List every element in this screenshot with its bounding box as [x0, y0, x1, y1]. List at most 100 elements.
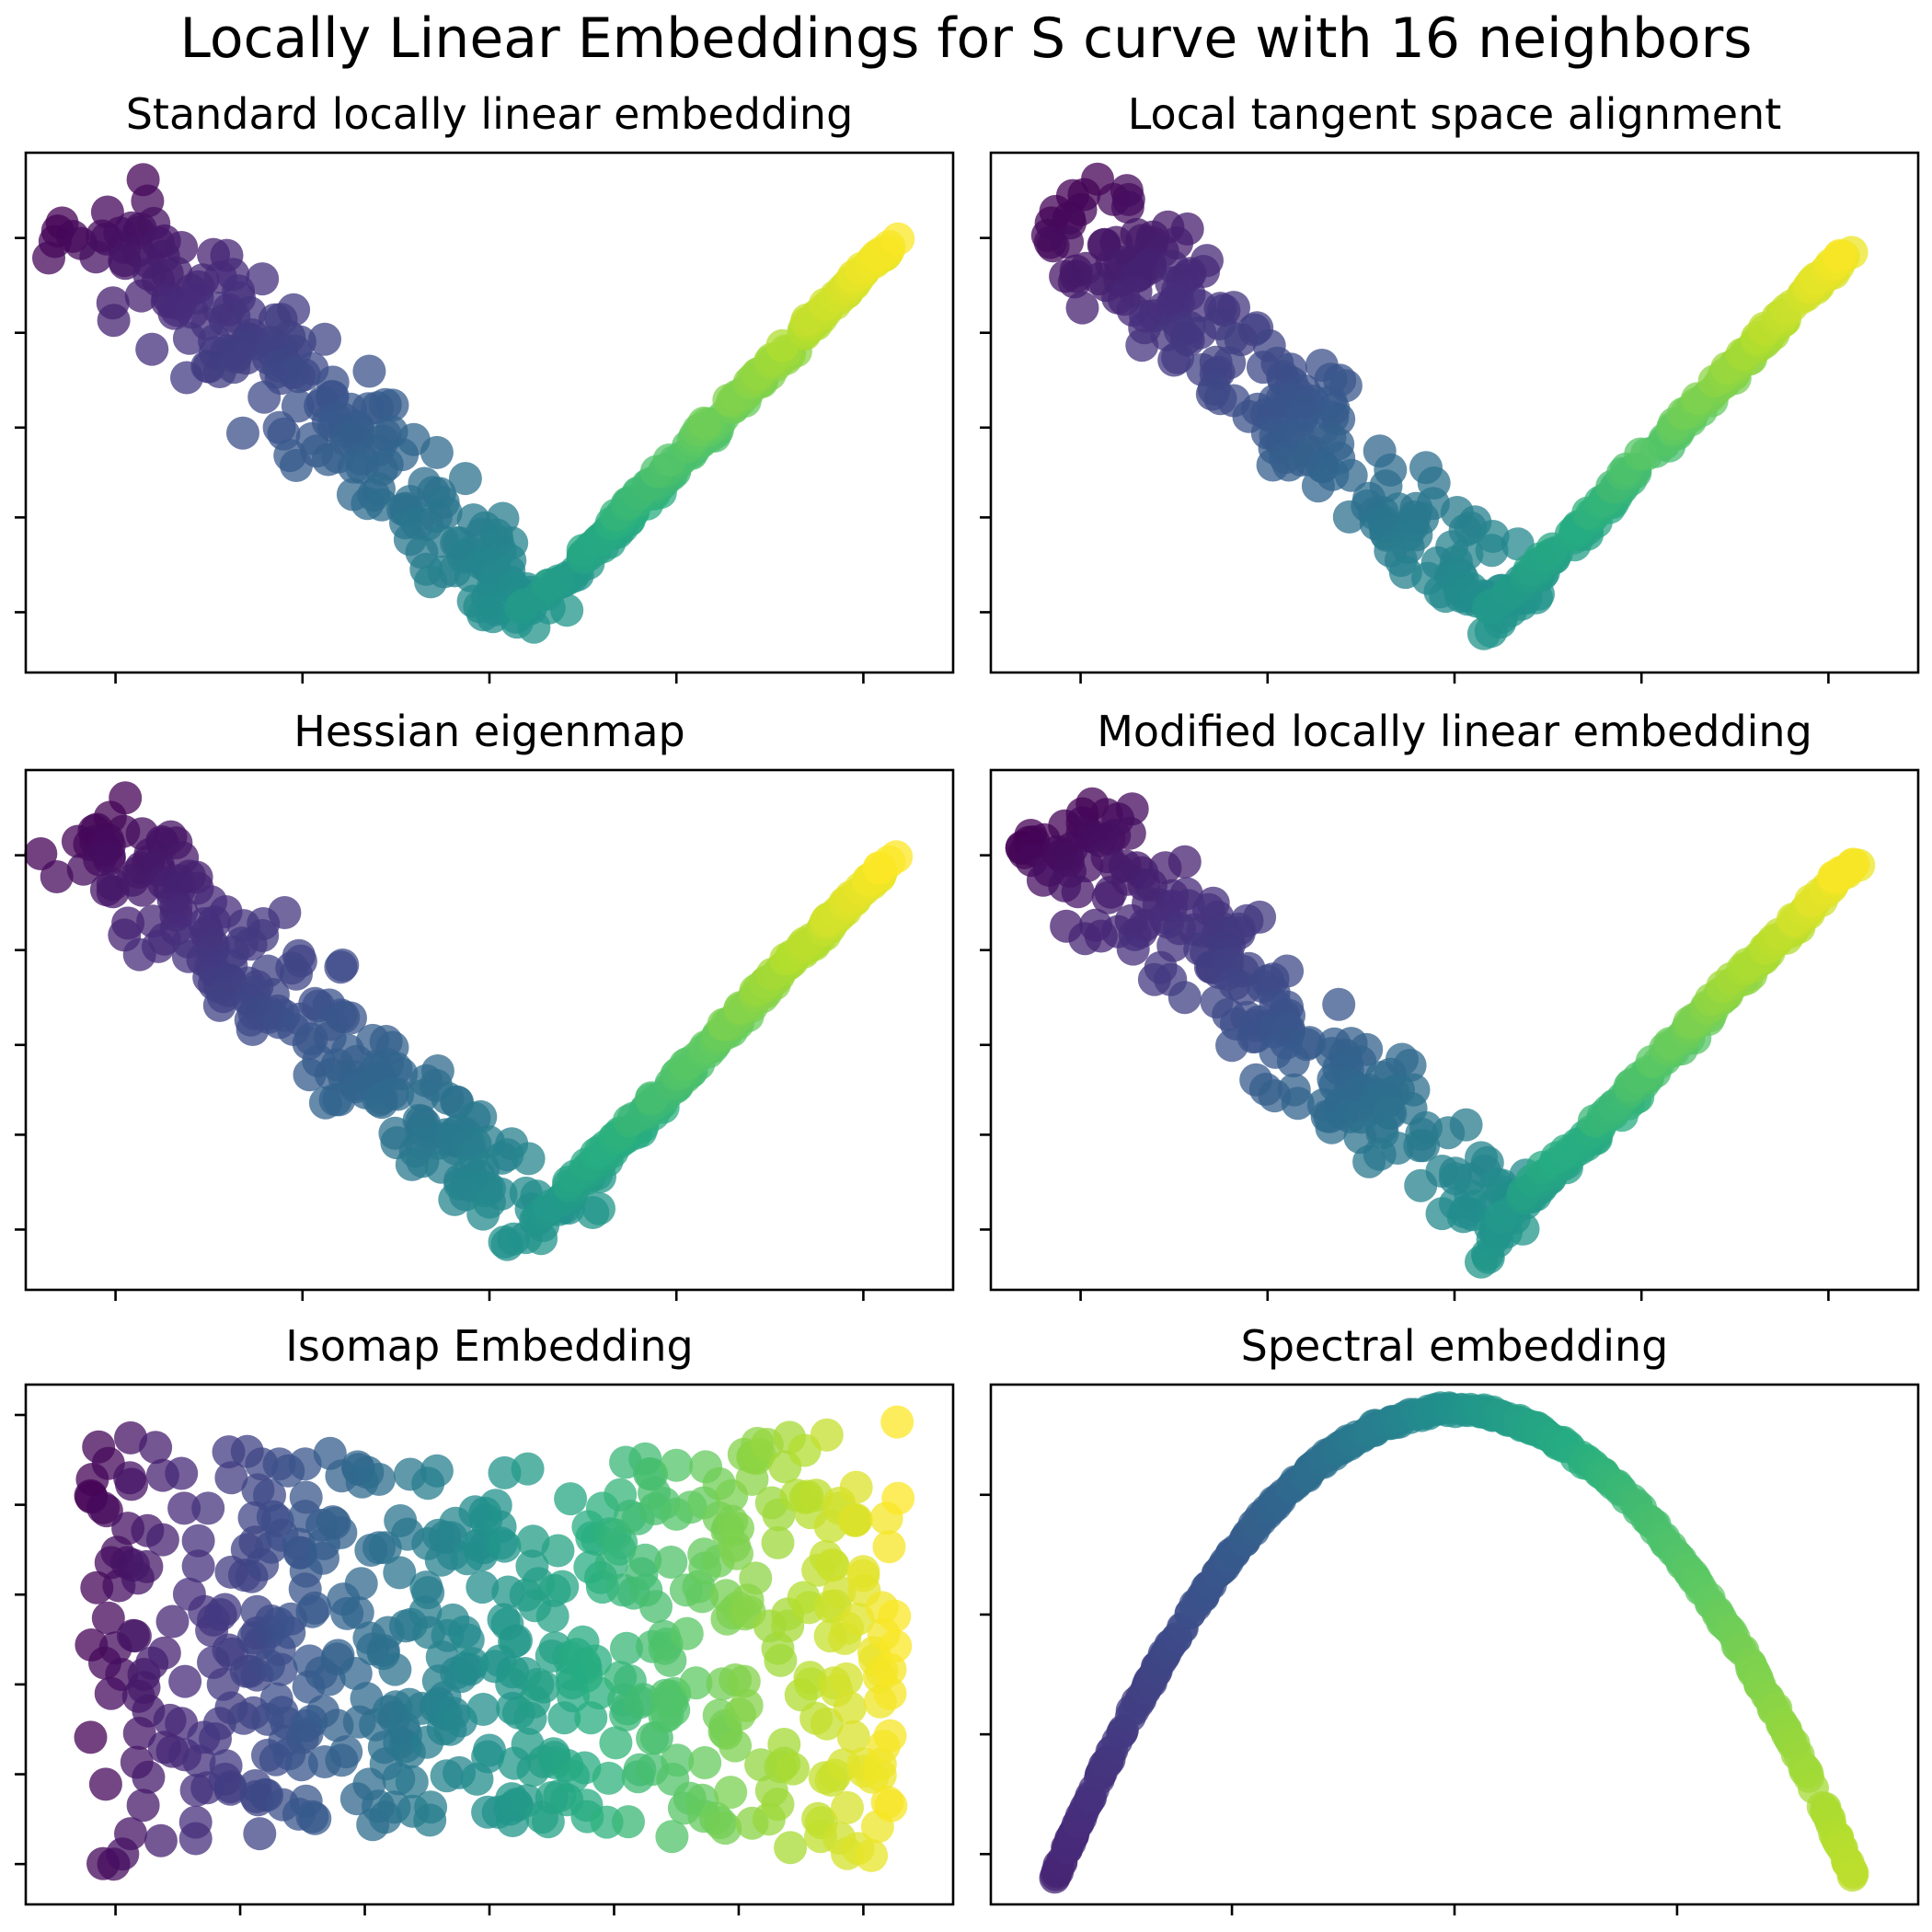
scatter-point — [836, 1719, 870, 1754]
scatter-point — [324, 950, 358, 984]
scatter-point — [810, 1418, 844, 1452]
scatter-point — [855, 1838, 889, 1872]
scatter-point — [167, 1491, 201, 1525]
scatter-point — [236, 1013, 270, 1046]
scatter-point — [280, 957, 313, 991]
scatter-point — [527, 1670, 560, 1704]
scatter-point — [739, 1561, 773, 1595]
scatter-point — [1624, 437, 1658, 471]
scatter-point — [289, 1480, 323, 1514]
scatter-point — [714, 1776, 748, 1810]
scatter-point — [794, 1667, 828, 1701]
panel-title: Local tangent space alignment — [1128, 89, 1782, 139]
scatter-point — [466, 1197, 500, 1231]
scatter-point — [214, 1461, 248, 1495]
scatter-point — [383, 1556, 417, 1590]
scatter-point — [135, 332, 169, 366]
scatter-point — [878, 1599, 912, 1633]
scatter-point — [340, 1595, 374, 1629]
scatter-point — [448, 462, 482, 496]
panel-modified-lle: Modified locally linear embedding — [980, 707, 1920, 1301]
scatter-point — [1407, 1129, 1441, 1163]
scatter-point — [1484, 1200, 1518, 1234]
scatter-point — [1315, 1110, 1349, 1144]
scatter-point — [1823, 238, 1857, 272]
scatter-point — [839, 1470, 873, 1504]
panel-title: Isomap Embedding — [285, 1321, 693, 1371]
scatter-point — [126, 1788, 160, 1823]
scatter-point — [532, 568, 566, 602]
scatter-point — [124, 279, 158, 313]
scatter-point — [1352, 1144, 1386, 1179]
scatter-point — [830, 1662, 863, 1696]
scatter-point — [881, 222, 915, 256]
scatter-point — [375, 388, 409, 422]
scatter-point — [687, 406, 721, 440]
scatter-point — [1276, 1044, 1310, 1078]
scatter-point — [280, 449, 313, 482]
scatter-point — [574, 1701, 608, 1735]
scatter-point — [1835, 848, 1869, 881]
scatter-point — [774, 1831, 808, 1865]
scatter-point — [139, 1431, 173, 1465]
scatter-point — [344, 1567, 378, 1601]
scatter-point — [322, 1083, 356, 1117]
scatter-point — [880, 1405, 914, 1439]
scatter-point — [1404, 1168, 1438, 1202]
scatter-point — [831, 1790, 864, 1824]
scatter-point — [287, 358, 321, 392]
scatter-point — [880, 840, 914, 874]
scatter-point — [579, 1644, 613, 1678]
scatter-point — [1465, 1245, 1498, 1279]
scatter-point — [761, 1525, 795, 1559]
panel-title: Hessian eigenmap — [293, 707, 685, 756]
scatter-point — [719, 1729, 753, 1763]
scatter-point — [654, 1546, 688, 1579]
scatter-point — [172, 321, 206, 355]
scatter-point — [764, 1643, 798, 1677]
scatter-point — [1125, 328, 1159, 362]
panel-standard-lle: Standard locally linear embedding — [15, 89, 955, 684]
scatter-point — [213, 1770, 247, 1804]
scatter-point — [234, 927, 268, 961]
scatter-point — [142, 929, 175, 963]
scatter-point — [661, 1743, 695, 1777]
scatter-point — [1051, 225, 1085, 259]
scatter-point — [420, 435, 454, 469]
scatter-point — [1301, 469, 1335, 503]
scatter-point — [352, 354, 386, 388]
scatter-point — [660, 1448, 694, 1482]
scatter-point — [132, 1760, 166, 1794]
scatter-point — [191, 1491, 225, 1525]
scatter-point — [604, 1525, 638, 1559]
scatter-point — [879, 1629, 913, 1663]
scatter-point — [406, 1079, 440, 1113]
scatter-point — [592, 1761, 626, 1795]
scatter-point — [24, 837, 58, 870]
scatter-point — [1474, 615, 1508, 649]
panel-title: Spectral embedding — [1241, 1321, 1669, 1371]
scatter-point — [247, 380, 282, 414]
scatter-point — [1449, 1108, 1483, 1142]
scatter-point — [511, 1452, 545, 1486]
scatter-point — [1475, 534, 1509, 568]
scatter-point — [679, 1666, 713, 1700]
scatter-point — [32, 241, 65, 275]
scatter-point — [114, 1817, 147, 1851]
scatter-point — [655, 1820, 689, 1854]
scatter-point — [1322, 987, 1356, 1021]
scatter-point — [872, 1530, 906, 1564]
scatter-point — [339, 1657, 373, 1690]
panel-spectral: Spectral embedding — [980, 1321, 1920, 1915]
scatter-point — [144, 1823, 178, 1857]
scatter-point — [226, 416, 259, 450]
scatter-point — [500, 1624, 533, 1658]
scatter-point — [874, 1788, 908, 1823]
scatter-point — [721, 1512, 754, 1546]
panel-ltsa: Local tangent space alignment — [980, 89, 1920, 684]
scatter-point — [816, 1548, 850, 1582]
scatter-point — [541, 1534, 575, 1568]
scatter-point — [168, 1664, 202, 1698]
scatter-point — [1837, 1857, 1869, 1890]
scatter-point — [411, 1576, 445, 1610]
